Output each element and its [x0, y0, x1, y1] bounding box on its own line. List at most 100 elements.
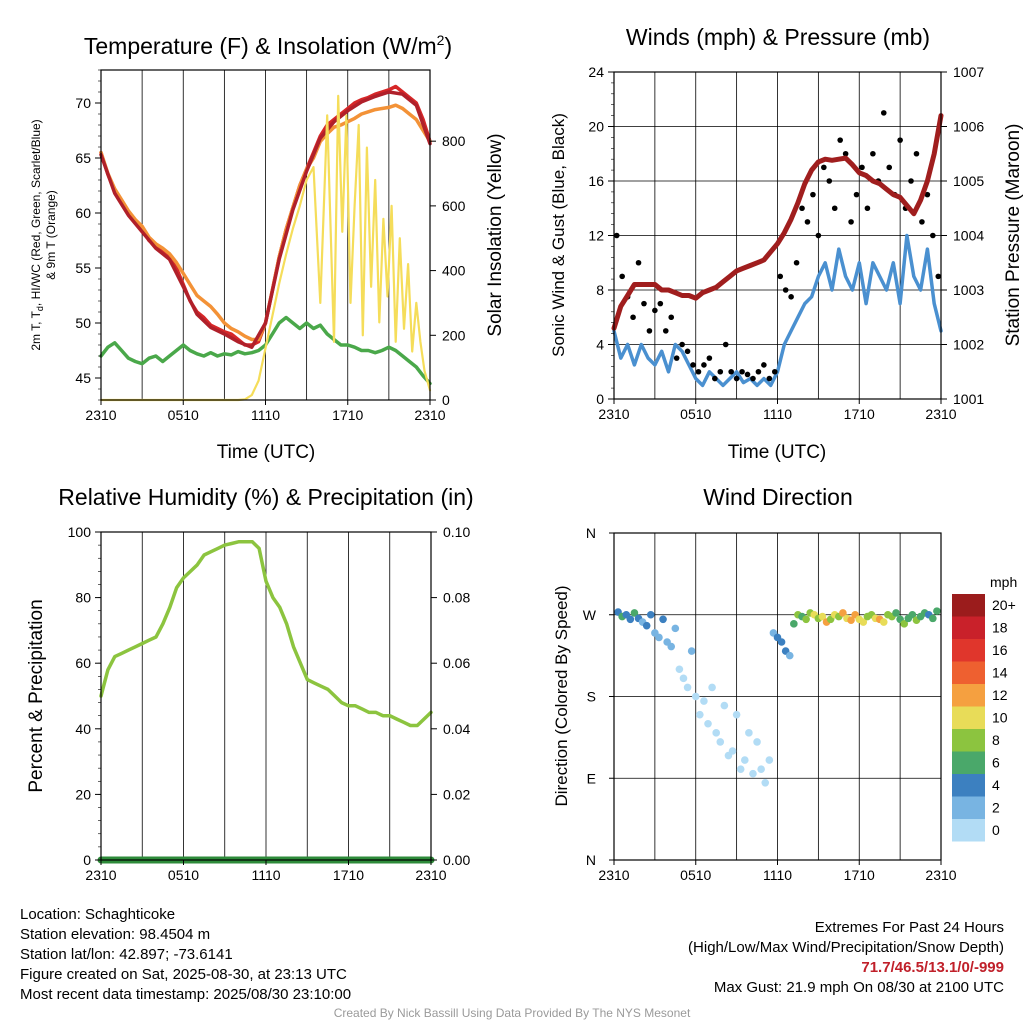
- wind-gust-point: [777, 273, 784, 280]
- dir-ytick-label: N: [586, 525, 596, 541]
- wind-y2tick-label: 1007: [953, 64, 984, 80]
- dir-xtick-label: 1710: [844, 867, 875, 883]
- legend-label: 0: [992, 822, 1000, 838]
- rh-xtick-label: 2310: [415, 867, 446, 883]
- wind-grid: [614, 72, 941, 399]
- wind-ytick-label: 12: [588, 228, 604, 244]
- station-location: Location: Schaghticoke: [20, 906, 176, 923]
- dir-xtick-label: 2310: [598, 867, 629, 883]
- wind-gust-point: [788, 294, 794, 300]
- legend-swatch: [952, 751, 985, 774]
- dir-point: [818, 612, 827, 621]
- temp-ylabel-1a: 2m T, T: [29, 310, 43, 350]
- wind-gust-point: [722, 341, 729, 348]
- rh-y2tick-label: 0.04: [443, 721, 470, 737]
- legend-label: 20+: [992, 597, 1016, 613]
- wind-xtick-label: 0510: [680, 406, 711, 422]
- legend-swatch: [952, 729, 985, 752]
- recent-timestamp: Most recent data timestamp: 2025/08/30 2…: [20, 986, 352, 1003]
- wind-gust-point: [821, 164, 827, 171]
- wind-gust-point: [799, 205, 805, 212]
- dir-point: [732, 710, 741, 719]
- wind-gust-point: [668, 314, 675, 321]
- wind-ytick-label: 8: [596, 282, 604, 298]
- dir-point: [859, 618, 868, 626]
- temp-y2tick-label: 0: [442, 392, 450, 408]
- dir-point: [675, 665, 684, 674]
- wind-gust-point: [706, 355, 713, 361]
- wind-xtick-label: 1110: [763, 406, 792, 422]
- legend-swatch: [952, 684, 985, 707]
- temp-title-close: ): [444, 33, 452, 59]
- dir-point: [708, 683, 716, 692]
- wind-gust-point: [673, 355, 680, 361]
- temp-xtick-label: 2310: [414, 407, 445, 423]
- dir-legend: mph 20+ 18 16 14 12 10 8 6 4 2 0: [952, 574, 1017, 842]
- wind-gust-point: [701, 362, 707, 368]
- wind-gust-point: [924, 191, 931, 198]
- dir-point: [929, 614, 937, 623]
- wind-gust-point: [848, 219, 854, 225]
- dir-point: [700, 697, 708, 705]
- wind-gust-point: [897, 137, 903, 143]
- legend-label: 4: [992, 777, 1000, 793]
- wind-ytick-label: 24: [588, 64, 604, 80]
- wind-gust-point: [728, 368, 734, 375]
- dir-point: [879, 618, 888, 626]
- dir-point: [741, 756, 749, 764]
- wind-gust-point: [880, 110, 887, 116]
- dir-point: [630, 609, 639, 617]
- extremes-info: Extremes For Past 24 Hours (High/Low/Max…: [688, 918, 1004, 998]
- max-gust: Max Gust: 21.9 mph On 08/30 at 2100 UTC: [713, 979, 1004, 996]
- wind-gust-point: [804, 219, 811, 225]
- legend-swatch: [952, 774, 985, 797]
- legend-swatch: [952, 661, 985, 684]
- dir-point: [720, 701, 729, 710]
- rh-ytick-label: 20: [75, 786, 91, 802]
- dir-point: [785, 651, 794, 660]
- dir-xtick-label: 1110: [763, 867, 792, 883]
- wind-gust-point: [793, 259, 800, 266]
- wind-xtick-label: 2310: [598, 406, 629, 422]
- temp-ylabel-line1: 2m T, Td, HI/WC (Red, Green, Scarlet/Blu…: [29, 119, 45, 350]
- dir-point: [757, 765, 765, 773]
- wind-gust-point: [684, 348, 691, 355]
- wind-ylabel-right: Station Pressure (Maroon): [1003, 124, 1024, 347]
- wind-gust-point: [842, 150, 849, 157]
- temp-y2tick-label: 200: [442, 327, 466, 343]
- wind-panel: Winds (mph) & Pressure (mb) 2310 0510 1110…: [549, 24, 1024, 463]
- legend-label: 10: [992, 710, 1008, 726]
- station-info: Location: Schaghticoke Station elevation…: [20, 905, 351, 1005]
- wind-gust-point: [761, 362, 767, 368]
- wind-gust-point: [750, 375, 756, 382]
- wind-y2tick-label: 1002: [953, 337, 984, 353]
- dir-point: [655, 633, 663, 642]
- rh-ytick-label: 80: [75, 590, 91, 606]
- dir-point: [753, 738, 761, 746]
- dir-point: [933, 607, 941, 615]
- rh-ytick-label: 100: [68, 524, 92, 540]
- rh-ylabel-left: Percent & Precipitation: [26, 599, 47, 792]
- rh-ytick-label: 60: [75, 655, 91, 671]
- legend-label: 8: [992, 732, 1000, 748]
- dir-point: [659, 615, 667, 624]
- wind-gust-point: [826, 178, 833, 184]
- temp-xtick-label: 1710: [332, 407, 363, 423]
- dir-title: Wind Direction: [703, 484, 853, 510]
- wind-line-station-pressure: [611, 113, 944, 331]
- temp-title: Temperature (F) & Insolation (W/m2): [84, 32, 452, 59]
- temp-ylabel-left: 2m T, Td, HI/WC (Red, Green, Scarlet/Blu…: [29, 119, 58, 350]
- extremes-title: Extremes For Past 24 Hours: [814, 919, 1004, 936]
- dir-point: [900, 620, 909, 628]
- wind-ytick-label: 0: [596, 391, 604, 407]
- legend-swatch: [952, 594, 985, 617]
- temp-ytick-label: 70: [75, 95, 91, 111]
- wind-title: Winds (mph) & Pressure (mb): [626, 24, 930, 50]
- legend-label: 16: [992, 642, 1008, 658]
- wind-series: [611, 110, 944, 388]
- wind-gust-point: [679, 341, 685, 348]
- dir-xtick-label: 2310: [925, 867, 956, 883]
- dir-point: [716, 738, 725, 746]
